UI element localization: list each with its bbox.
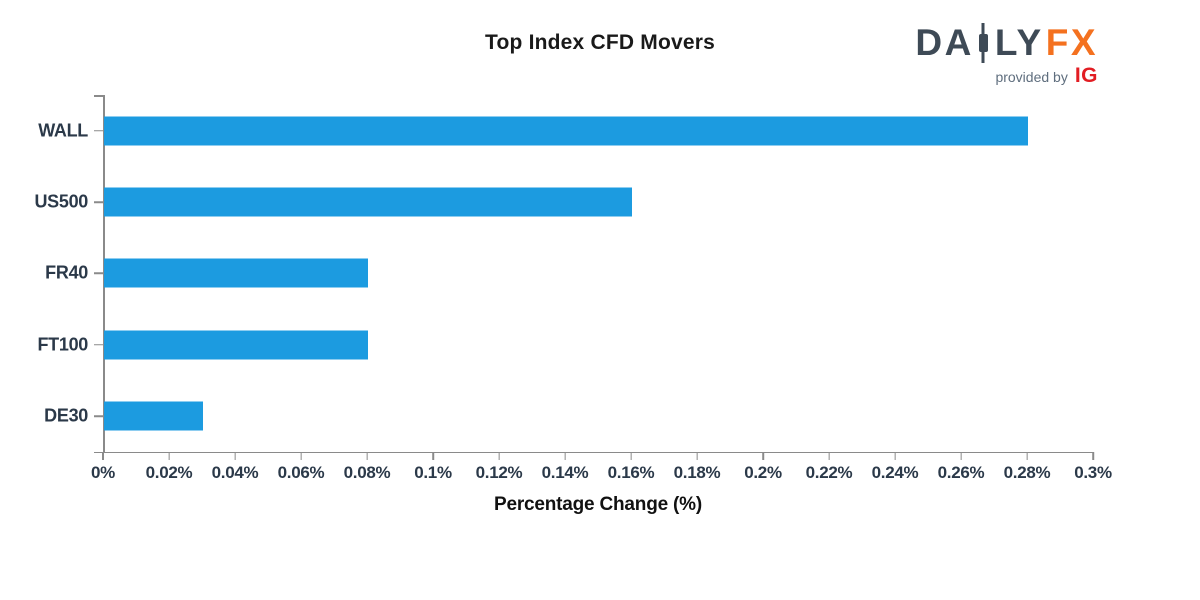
x-tick-mark: [300, 452, 302, 460]
x-tick-label: 0.02%: [145, 463, 193, 482]
bar-ft100: [104, 330, 368, 360]
x-tick-label: 0.3%: [1074, 463, 1112, 482]
bar-row-ft100: FT100: [37, 309, 1093, 380]
x-tick-mark: [762, 452, 764, 460]
x-tick-label: 0.24%: [871, 463, 919, 482]
category-label-us500: US500: [34, 191, 88, 212]
x-tick-label: 0.1%: [414, 463, 452, 482]
bar-row-fr40: FR40: [45, 238, 1093, 309]
bar-row-us500: US500: [34, 166, 1093, 237]
x-tick-mark: [696, 452, 698, 460]
bar-us500: [104, 187, 632, 217]
category-label-wall: WALL: [38, 120, 88, 141]
x-tick-label: 0.18%: [673, 463, 721, 482]
x-tick-0.22%: 0.22%: [806, 452, 853, 483]
logo-text-ly: LY: [994, 22, 1044, 63]
x-tick-mark: [1092, 452, 1094, 460]
x-tick-0.14%: 0.14%: [542, 452, 589, 483]
x-tick-0.26%: 0.26%: [938, 452, 985, 483]
x-tick-label: 0.2%: [744, 463, 782, 482]
x-tick-0.1%: 0.1%: [414, 452, 452, 483]
x-tick-label: 0.06%: [277, 463, 325, 482]
y-tick: [94, 272, 103, 275]
logo-text-fx: FX: [1045, 22, 1098, 63]
bar-de30: [104, 401, 203, 431]
x-tick-0.06%: 0.06%: [278, 452, 325, 483]
x-tick-0%: 0%: [91, 452, 115, 483]
x-tick-mark: [498, 452, 500, 460]
ig-logo: IG: [1074, 64, 1098, 87]
x-tick-label: 0.22%: [805, 463, 853, 482]
x-axis-line: [94, 451, 1093, 453]
plot-area: WALL US500 FR40 FT100 DE30 0% 0.02% 0.04% 0.06%…: [34, 95, 1112, 482]
x-tick-mark: [960, 452, 962, 460]
x-tick-mark: [828, 452, 830, 460]
x-tick-0.3%: 0.3%: [1074, 452, 1112, 483]
bar-row-wall: WALL: [38, 95, 1093, 166]
bar-wall: [104, 116, 1028, 146]
x-tick-0.18%: 0.18%: [674, 452, 721, 483]
bar-row-de30: DE30: [44, 381, 1093, 452]
x-axis-title: Percentage Change (%): [493, 494, 703, 515]
dailyfx-wordmark: DA LY FX: [915, 24, 1098, 61]
x-tick-mark: [102, 452, 104, 460]
x-tick-0.16%: 0.16%: [608, 452, 655, 483]
x-tick-mark: [564, 452, 566, 460]
x-tick-0.08%: 0.08%: [344, 452, 391, 483]
x-tick-mark: [168, 452, 170, 460]
y-tick: [94, 201, 103, 203]
bar-fr40: [104, 258, 368, 288]
x-tick-0.2%: 0.2%: [744, 452, 782, 483]
x-tick-label: 0.14%: [541, 463, 589, 482]
x-tick-0.24%: 0.24%: [872, 452, 919, 483]
x-tick-label: 0.12%: [475, 463, 523, 482]
x-tick-0.02%: 0.02%: [146, 452, 193, 483]
y-axis-line: [103, 95, 105, 452]
y-tick: [94, 129, 103, 132]
dailyfx-logo: DA LY FX provided by IG: [915, 24, 1098, 88]
category-label-de30: DE30: [44, 405, 88, 426]
y-tick: [94, 415, 103, 418]
x-tick-label: 0.08%: [343, 463, 391, 482]
category-label-fr40: FR40: [45, 262, 88, 283]
candlestick-icon: [978, 30, 988, 56]
logo-byline: provided by IG: [995, 64, 1098, 88]
y-axis-top-tick: [94, 95, 103, 97]
x-tick-mark: [234, 452, 236, 460]
x-tick-0.12%: 0.12%: [476, 452, 523, 483]
x-tick-mark: [894, 452, 896, 460]
provided-by-text: provided by: [995, 69, 1068, 85]
x-tick-mark: [432, 452, 434, 460]
chart-title: Top Index CFD Movers: [485, 31, 715, 54]
logo-text-da: DA: [915, 22, 974, 63]
x-tick-mark: [630, 452, 632, 460]
x-tick-mark: [366, 452, 368, 460]
x-tick-label: 0.04%: [211, 463, 259, 482]
x-tick-label: 0%: [91, 463, 115, 482]
x-tick-label: 0.16%: [607, 463, 655, 482]
x-tick-label: 0.28%: [1003, 463, 1051, 482]
x-tick-label: 0.26%: [937, 463, 985, 482]
x-tick-mark: [1026, 452, 1028, 460]
x-tick-0.28%: 0.28%: [1004, 452, 1051, 483]
y-tick: [94, 344, 103, 346]
category-label-ft100: FT100: [37, 334, 88, 355]
x-tick-0.04%: 0.04%: [212, 452, 259, 483]
